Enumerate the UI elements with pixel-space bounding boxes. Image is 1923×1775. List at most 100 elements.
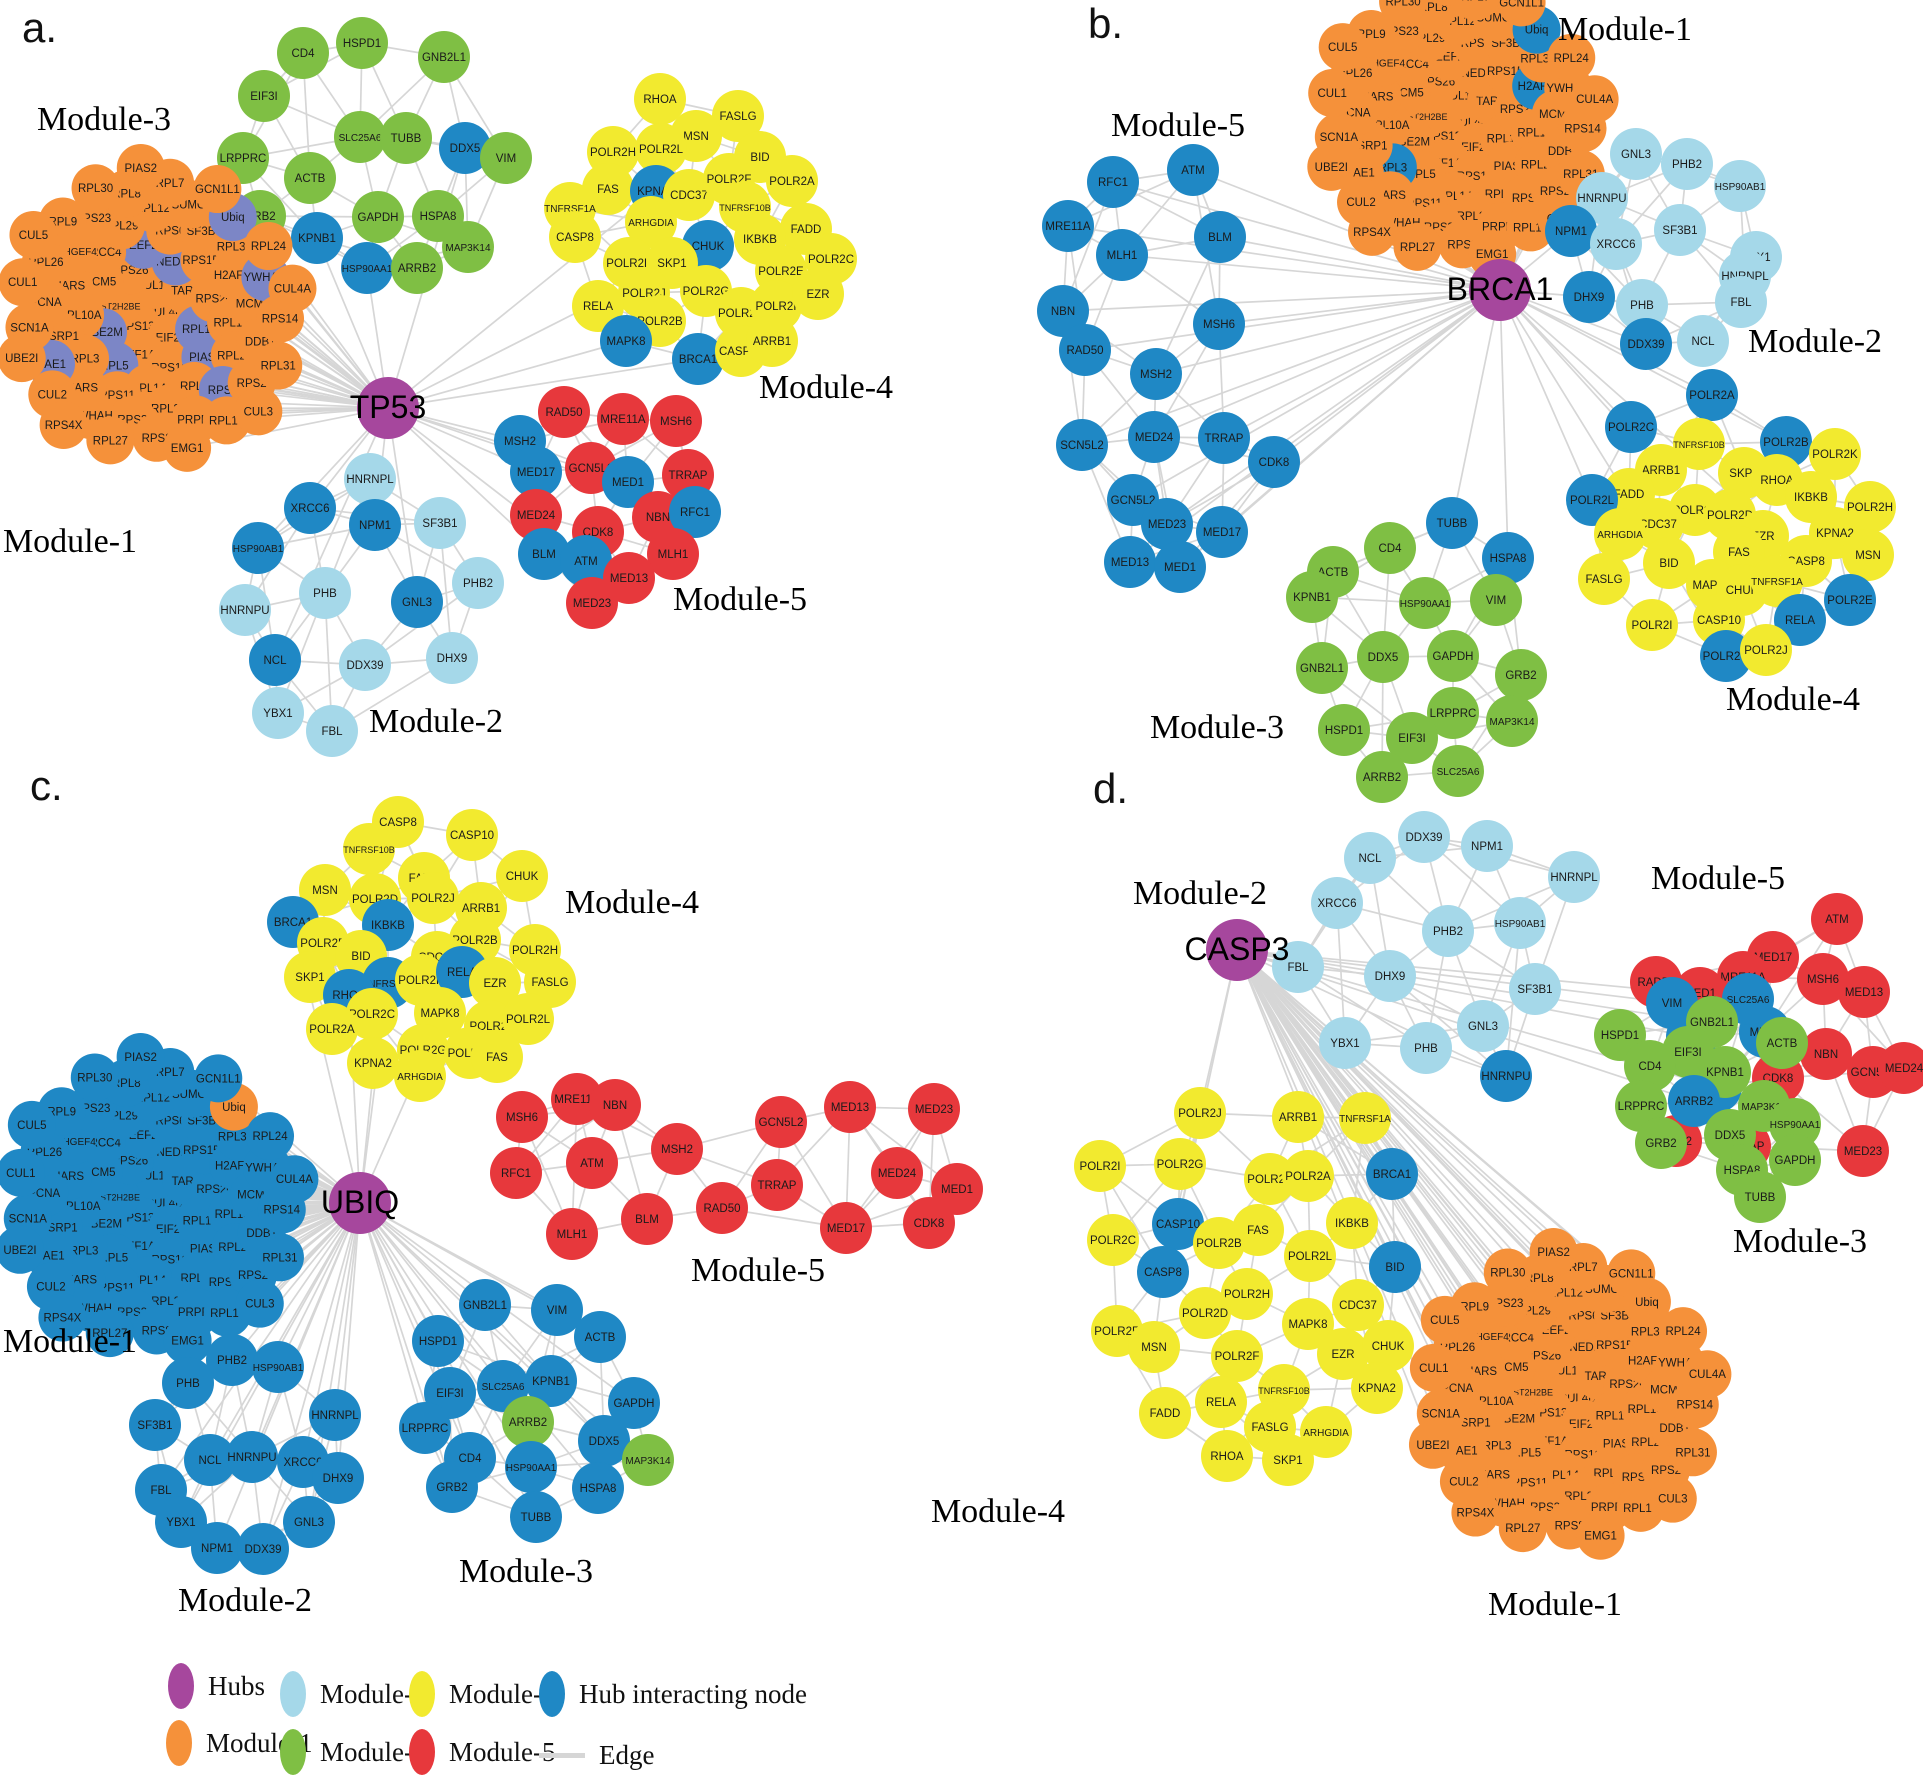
- node-circle[interactable]: [1470, 574, 1522, 626]
- network-node[interactable]: DHX9: [312, 1452, 364, 1504]
- node-circle[interactable]: [1286, 571, 1338, 623]
- network-node[interactable]: PIAS2: [116, 1032, 165, 1081]
- network-node[interactable]: EMG1: [163, 423, 212, 472]
- network-node[interactable]: RPS4X: [1348, 207, 1397, 256]
- network-node[interactable]: ARRB1: [746, 315, 798, 367]
- network-node[interactable]: RELA: [1195, 1376, 1247, 1428]
- network-node[interactable]: HSP90AB1: [252, 1341, 304, 1393]
- node-circle[interactable]: [1774, 594, 1826, 646]
- node-circle[interactable]: [191, 1522, 243, 1574]
- network-node[interactable]: MSN: [299, 864, 351, 916]
- network-node[interactable]: DDX39: [1620, 318, 1672, 370]
- node-circle[interactable]: [255, 1233, 304, 1282]
- network-node[interactable]: SKP1: [284, 951, 336, 1003]
- network-node[interactable]: MED13: [1104, 536, 1156, 588]
- node-circle[interactable]: [1348, 207, 1397, 256]
- node-circle[interactable]: [1432, 745, 1484, 797]
- network-node[interactable]: KPNB1: [1286, 571, 1338, 623]
- network-node[interactable]: TUBB: [510, 1491, 562, 1543]
- node-circle[interactable]: [0, 1148, 45, 1197]
- node-circle[interactable]: [546, 1208, 598, 1260]
- node-circle[interactable]: [71, 164, 120, 213]
- node-circle[interactable]: [1308, 69, 1357, 118]
- network-node[interactable]: MED24: [510, 489, 562, 541]
- network-node[interactable]: POLR2F: [1211, 1330, 1263, 1382]
- network-node[interactable]: NCL: [1344, 832, 1396, 884]
- node-circle[interactable]: [1427, 630, 1479, 682]
- network-node[interactable]: CDK8: [1248, 436, 1300, 488]
- node-circle[interactable]: [343, 823, 395, 875]
- node-circle[interactable]: [510, 1491, 562, 1543]
- network-node[interactable]: GNB2L1: [459, 1279, 511, 1331]
- network-node[interactable]: BLM: [621, 1193, 673, 1245]
- node-circle[interactable]: [663, 169, 715, 221]
- network-node[interactable]: UBE2I: [1307, 142, 1356, 191]
- network-node[interactable]: RPL31: [1668, 1428, 1717, 1477]
- network-node[interactable]: ACTB: [284, 152, 336, 204]
- network-node[interactable]: RPL7: [1451, 0, 1500, 21]
- network-node[interactable]: NCL: [249, 634, 301, 686]
- node-circle[interactable]: [306, 705, 358, 757]
- node-circle[interactable]: [284, 152, 336, 204]
- node-circle[interactable]: [38, 1293, 87, 1342]
- node-circle[interactable]: [1643, 537, 1695, 589]
- node-circle[interactable]: [399, 1402, 451, 1454]
- node-circle[interactable]: [603, 552, 655, 604]
- node-circle[interactable]: [1545, 205, 1597, 257]
- node-circle[interactable]: [352, 191, 404, 243]
- node-circle[interactable]: [394, 1050, 446, 1102]
- node-circle[interactable]: [669, 486, 721, 538]
- node-circle[interactable]: [1318, 704, 1370, 756]
- node-circle[interactable]: [1686, 369, 1738, 421]
- network-node[interactable]: ARHGDIA: [394, 1050, 446, 1102]
- node-circle[interactable]: [1128, 411, 1180, 463]
- node-circle[interactable]: [1037, 285, 1089, 337]
- node-circle[interactable]: [232, 522, 284, 574]
- node-circle[interactable]: [538, 386, 590, 438]
- node-circle[interactable]: [480, 132, 532, 184]
- network-node[interactable]: PHB2: [1661, 138, 1713, 190]
- network-node[interactable]: POLR2G: [1700, 630, 1752, 682]
- network-node[interactable]: POLR2A: [306, 1003, 358, 1055]
- node-circle[interactable]: [163, 423, 212, 472]
- network-node[interactable]: DDX39: [339, 639, 391, 691]
- network-node[interactable]: RPL24: [1547, 33, 1596, 82]
- network-node[interactable]: HSPA8: [1482, 532, 1534, 584]
- network-node[interactable]: HSPA8: [572, 1462, 624, 1514]
- node-circle[interactable]: [219, 584, 271, 636]
- node-circle[interactable]: [510, 446, 562, 498]
- network-node[interactable]: DDX5: [578, 1415, 630, 1467]
- network-node[interactable]: LRPPRC: [399, 1402, 451, 1454]
- node-circle[interactable]: [634, 73, 686, 125]
- network-node[interactable]: NCL: [184, 1434, 236, 1486]
- node-circle[interactable]: [0, 258, 47, 307]
- node-circle[interactable]: [206, 1334, 258, 1386]
- network-node[interactable]: GRB2: [426, 1461, 478, 1513]
- network-node[interactable]: MRE11A: [597, 393, 649, 445]
- network-node[interactable]: HSP90AB1: [1714, 160, 1766, 212]
- node-circle[interactable]: [252, 687, 304, 739]
- network-node[interactable]: BLM: [1194, 211, 1246, 263]
- network-node[interactable]: MED23: [908, 1083, 960, 1135]
- node-circle[interactable]: [1576, 172, 1628, 224]
- network-node[interactable]: RAD50: [538, 386, 590, 438]
- node-circle[interactable]: [244, 222, 293, 271]
- network-node[interactable]: POLR2K: [1809, 428, 1861, 480]
- node-circle[interactable]: [252, 1341, 304, 1393]
- network-node[interactable]: PHB: [299, 567, 351, 619]
- node-circle[interactable]: [85, 1309, 134, 1358]
- node-circle[interactable]: [116, 1032, 165, 1081]
- network-node[interactable]: MSH2: [1130, 348, 1182, 400]
- network-node[interactable]: GCN1L1: [193, 165, 242, 214]
- network-node[interactable]: HSPD1: [1318, 704, 1370, 756]
- network-node[interactable]: HNRNPL: [1548, 851, 1600, 903]
- network-node[interactable]: RPL27: [85, 1309, 134, 1358]
- node-circle[interactable]: [277, 27, 329, 79]
- network-node[interactable]: CDC37: [663, 169, 715, 221]
- network-node[interactable]: NPM1: [349, 499, 401, 551]
- network-node[interactable]: NPM1: [191, 1522, 243, 1574]
- network-node[interactable]: RPL24: [244, 222, 293, 271]
- network-node[interactable]: KPNA2: [1351, 1362, 1403, 1414]
- network-node[interactable]: PIAS2: [1423, 0, 1471, 6]
- node-circle[interactable]: [162, 1357, 214, 1409]
